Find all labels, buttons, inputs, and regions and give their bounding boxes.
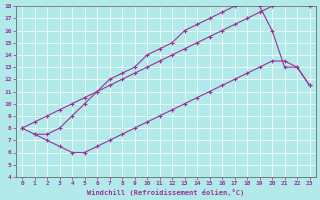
X-axis label: Windchill (Refroidissement éolien,°C): Windchill (Refroidissement éolien,°C) bbox=[87, 189, 244, 196]
